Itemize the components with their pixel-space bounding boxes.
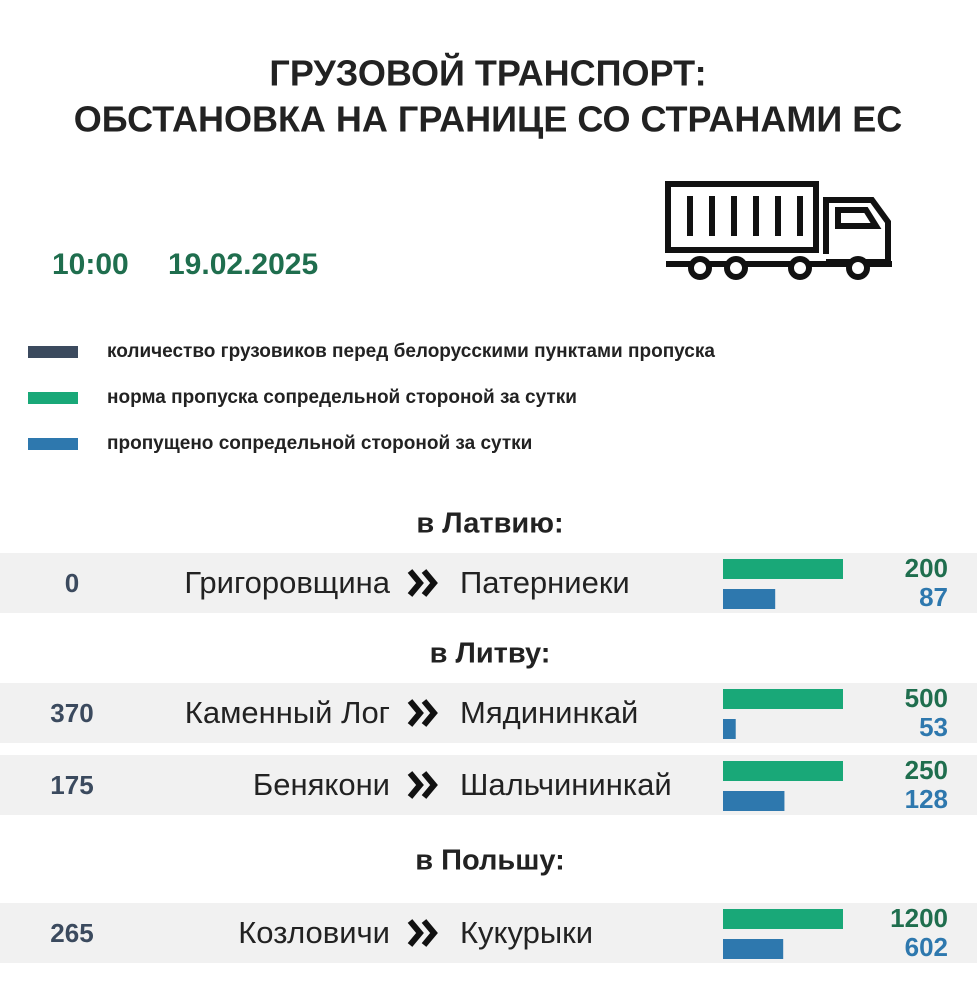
- section-heading: в Литву:: [430, 638, 551, 670]
- norm-value: 500: [905, 683, 948, 713]
- norm-bar: [723, 761, 843, 781]
- section-heading: в Польшу:: [415, 845, 565, 877]
- passed-value: 53: [919, 712, 948, 742]
- queue-count: 370: [50, 698, 93, 728]
- queue-count: 175: [50, 770, 93, 800]
- legend-label: количество грузовиков перед белорусскими…: [107, 341, 715, 362]
- from-checkpoint: Каменный Лог: [185, 695, 390, 730]
- to-checkpoint: Шальчининкай: [460, 767, 672, 802]
- to-checkpoint: Мядининкай: [460, 695, 638, 730]
- truck-icon: [665, 181, 892, 280]
- chevrons: [407, 771, 438, 799]
- legend-label: пропущено сопредельной стороной за сутки: [107, 433, 532, 454]
- norm-value: 200: [905, 553, 948, 583]
- title-line: ОБСТАНОВКА НА ГРАНИЦЕ СО СТРАНАМИ ЕС: [74, 99, 903, 140]
- time: 10:00: [52, 248, 129, 281]
- passed-bar: [723, 589, 776, 609]
- legend-swatch: [28, 392, 78, 404]
- section-heading: в Латвию:: [416, 508, 563, 540]
- to-checkpoint: Патерниеки: [460, 565, 630, 600]
- legend-swatch: [28, 438, 78, 450]
- from-checkpoint: Григоровщина: [184, 565, 390, 600]
- passed-value: 87: [919, 582, 948, 612]
- passed-value: 602: [905, 932, 948, 962]
- title-line: ГРУЗОВОЙ ТРАНСПОРТ:: [269, 52, 706, 94]
- queue-count: 265: [50, 918, 93, 948]
- legend-label: норма пропуска сопредельной стороной за …: [107, 387, 577, 408]
- from-checkpoint: Козловичи: [238, 915, 390, 950]
- passed-bar: [723, 791, 785, 811]
- norm-value: 250: [905, 755, 948, 785]
- passed-bar: [723, 719, 736, 739]
- norm-bar: [723, 559, 843, 579]
- from-checkpoint: Бенякони: [253, 767, 390, 802]
- chevrons: [407, 699, 438, 727]
- legend-swatch: [28, 346, 78, 358]
- queue-count: 0: [65, 568, 79, 598]
- chevrons: [407, 569, 438, 597]
- passed-bar: [723, 939, 784, 959]
- to-checkpoint: Кукурыки: [460, 915, 593, 950]
- norm-bar: [723, 909, 843, 929]
- norm-value: 1200: [890, 903, 948, 933]
- chevrons: [407, 919, 438, 947]
- norm-bar: [723, 689, 843, 709]
- passed-value: 128: [905, 784, 948, 814]
- date: 19.02.2025: [168, 248, 318, 281]
